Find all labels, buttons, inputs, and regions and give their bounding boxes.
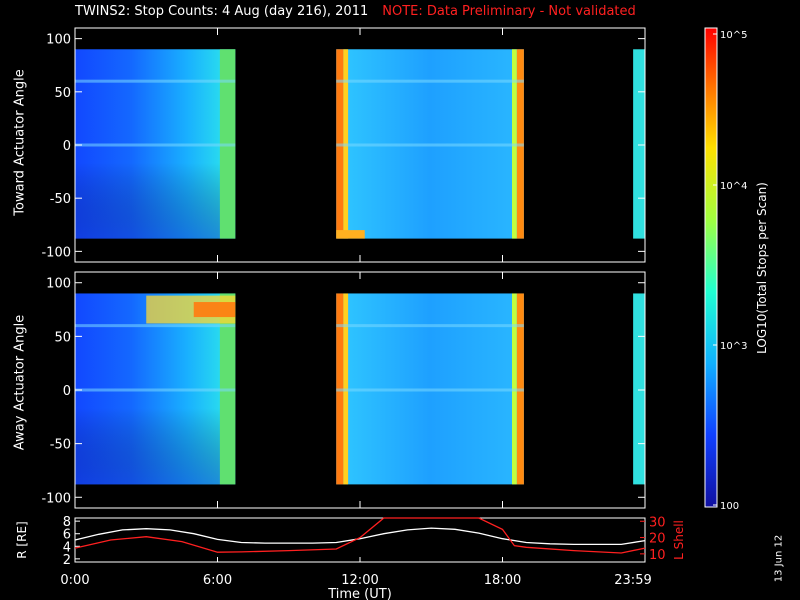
colorbar — [705, 28, 717, 507]
panel1-hot-corner — [336, 230, 365, 239]
panel1-data-block-3 — [633, 49, 645, 239]
figure-title: TWINS2: Stop Counts: 4 Aug (day 216), 20… — [75, 4, 636, 19]
left-axis-label: R [RE] — [15, 521, 29, 558]
right-axis-label: L Shell — [672, 520, 686, 560]
colorbar-tick-label-3: 100 — [720, 501, 739, 512]
x-tick-label-2: 12:00 — [341, 573, 378, 588]
panel2-ytick-label-0: 100 — [46, 277, 71, 292]
right-axis-tick-label-1: 20 — [649, 532, 666, 547]
right-axis-tick-label-0: 30 — [649, 515, 666, 530]
x-tick-label-4: 23:59 — [614, 573, 651, 588]
panel1-band-0-1 — [336, 143, 524, 147]
panel2-band-0-1 — [336, 388, 524, 392]
colorbar-tick-label-0: 10^5 — [720, 30, 747, 41]
orbit-panel-frame — [74, 517, 646, 563]
panel2-ytick-label-2: 0 — [63, 384, 71, 399]
colorbar-frame — [704, 27, 718, 508]
colorbar-tick-label-1: 10^4 — [720, 181, 747, 192]
panel2-band-0-0 — [75, 388, 236, 392]
panel1-ytick-label-2: 0 — [63, 139, 71, 154]
left-axis-tick-label-3: 2 — [63, 553, 71, 568]
panel1-ytick-label-3: -50 — [50, 192, 71, 207]
left-axis-tick-label-0: 8 — [63, 515, 71, 530]
panel2-ytick-label-3: -50 — [50, 438, 71, 453]
colorbar-label: LOG10(Total Stops per Scan) — [755, 182, 769, 354]
orbit-series-0-line — [74, 527, 646, 546]
right-axis-tick-label-2: 10 — [649, 548, 666, 563]
date-stamp: 13 Jun 12 — [773, 534, 785, 583]
panel1-ytick-label-4: -100 — [41, 245, 71, 260]
x-tick-label-3: 18:00 — [484, 573, 521, 588]
panel2-data-block-3 — [633, 293, 645, 485]
panel1-ytick-label-1: 50 — [54, 86, 71, 101]
panel1-band-60-0 — [75, 79, 236, 83]
panel2-band-60-1 — [336, 324, 524, 328]
x-axis-label: Time (UT) — [327, 587, 392, 600]
left-axis-tick-label-1: 6 — [63, 528, 71, 543]
panel1-ytick-label-0: 100 — [46, 33, 71, 48]
colorbar-tick-label-2: 10^3 — [720, 341, 747, 352]
panel2-band-60-0 — [75, 324, 236, 328]
panel2-ytick-label-1: 50 — [54, 330, 71, 345]
title-note: NOTE: Data Preliminary - Not validated — [382, 4, 636, 19]
panel2-hot-core — [193, 302, 236, 318]
x-tick-label-1: 6:00 — [203, 573, 232, 588]
orbit-series-1-line — [74, 517, 646, 554]
x-tick-label-0: 0:00 — [60, 573, 89, 588]
panel2-ylabel: Away Actuator Angle — [12, 314, 28, 451]
left-axis-tick-label-2: 4 — [63, 540, 71, 555]
panel1-band-60-1 — [336, 79, 524, 83]
panel2-ytick-label-4: -100 — [41, 491, 71, 506]
panel1-ylabel: Toward Actuator Angle — [12, 69, 28, 216]
title-main: TWINS2: Stop Counts: 4 Aug (day 216), 20… — [75, 4, 369, 19]
panel1-band-0-0 — [75, 143, 236, 147]
